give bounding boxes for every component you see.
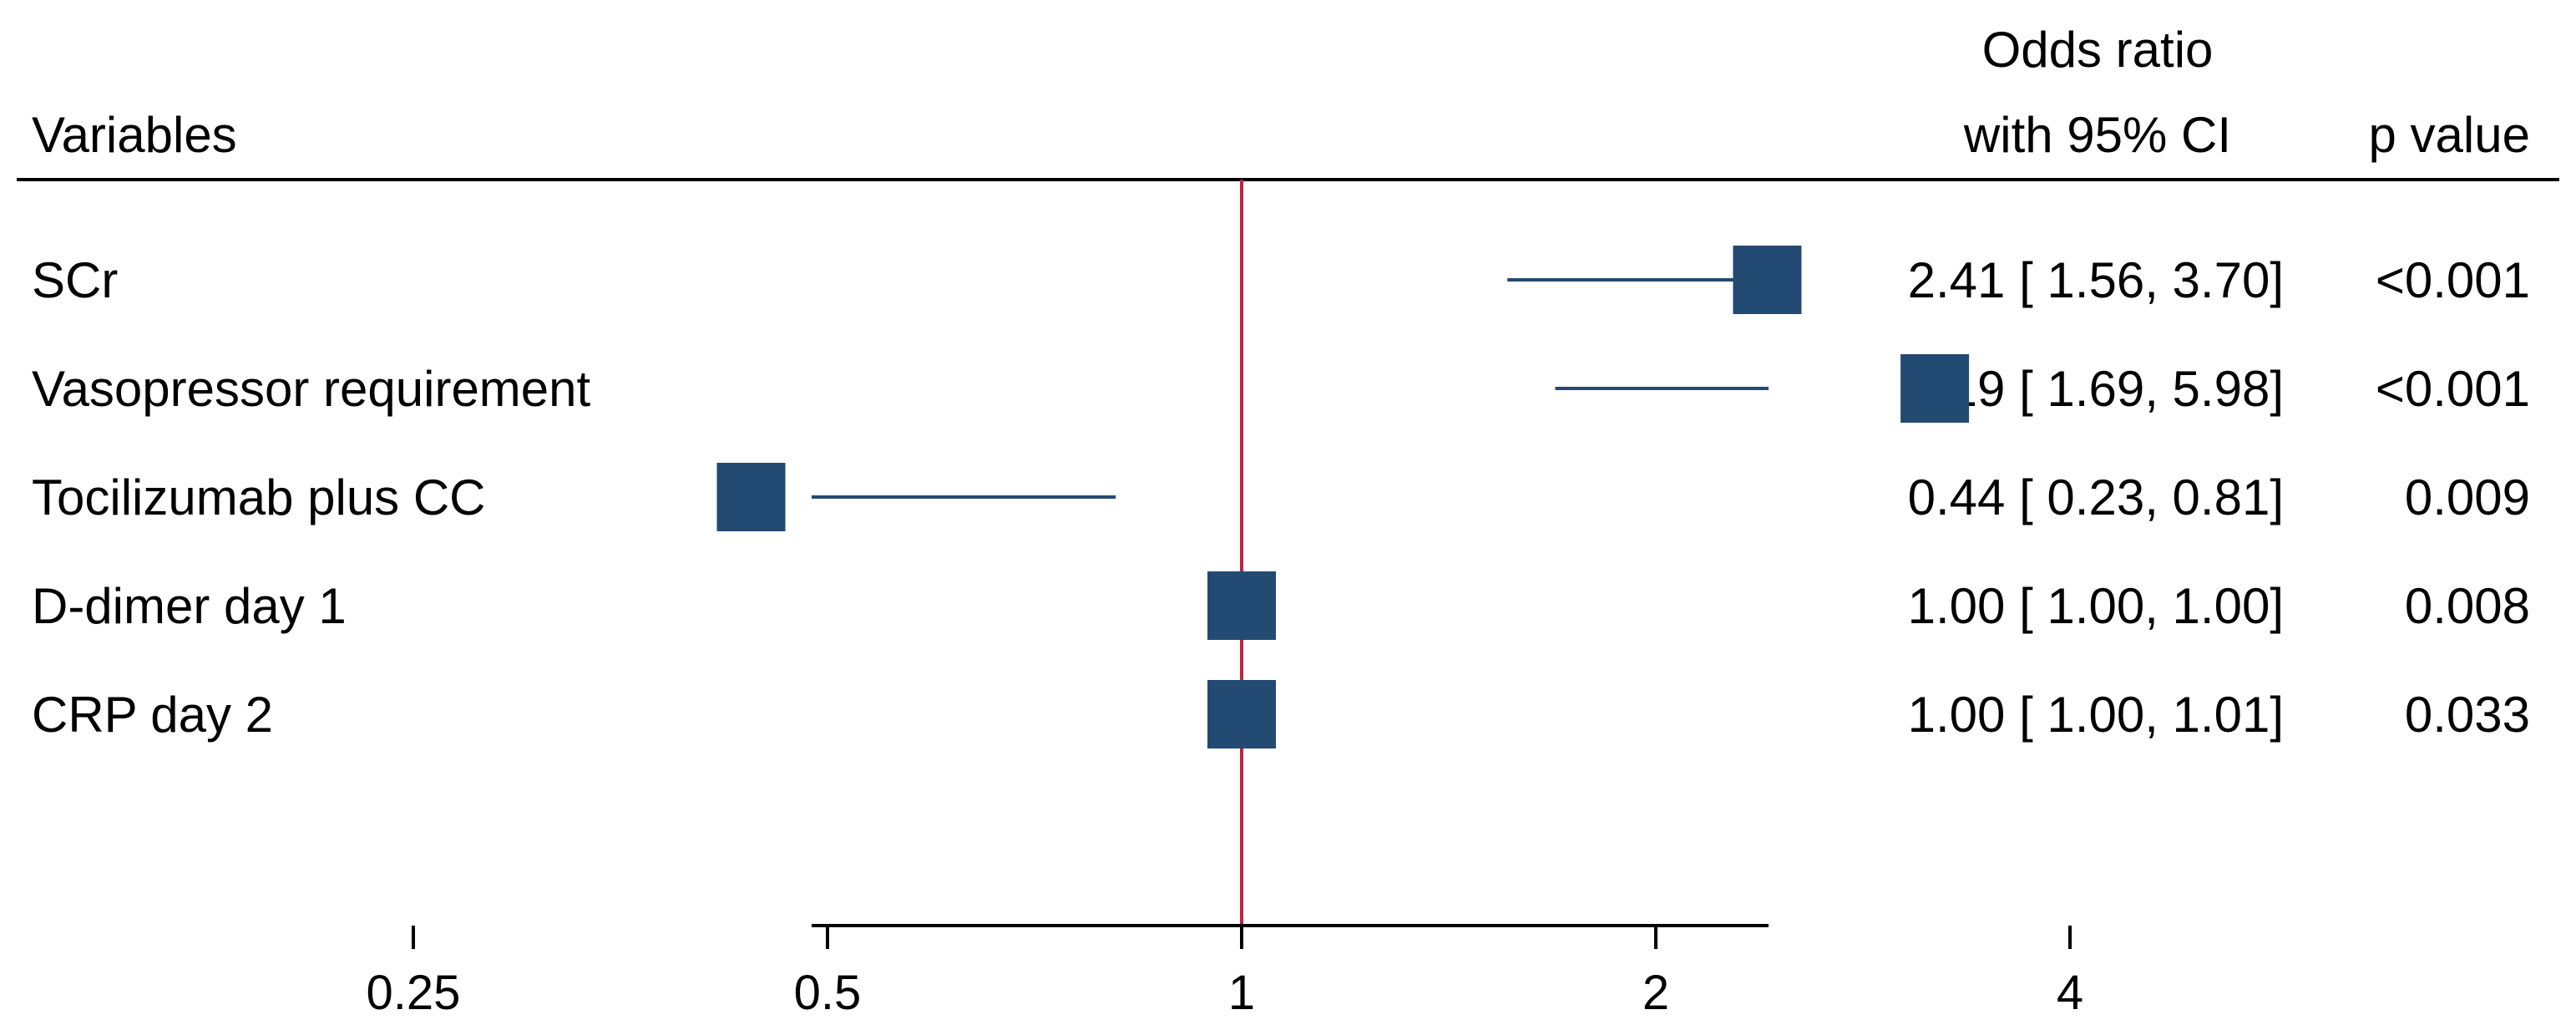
point-estimate-marker — [1207, 571, 1276, 640]
row-p-value: <0.001 — [2376, 252, 2530, 308]
row-odds-ratio-ci: 2.41 [ 1.56, 3.70] — [1908, 252, 2284, 308]
point-estimate-marker — [716, 463, 786, 531]
row-p-value: 0.033 — [2405, 687, 2530, 743]
row-odds-ratio-ci: 1.00 [ 1.00, 1.00] — [1908, 578, 2284, 634]
row-odds-ratio-ci: 0.44 [ 0.23, 0.81] — [1908, 469, 2284, 525]
row-variable: CRP day 2 — [32, 687, 273, 743]
x-tick-label: 2 — [1642, 966, 1669, 1020]
table-row: Tocilizumab plus CC 0.44 [ 0.23, 0.81] 0.0… — [32, 469, 2530, 525]
x-tick-label: 1 — [1228, 966, 1255, 1020]
row-odds-ratio-ci: 3.19 [ 1.69, 5.98] — [1908, 361, 2284, 417]
x-tick-label: 0.5 — [794, 966, 862, 1020]
row-variable: D-dimer day 1 — [32, 578, 347, 634]
point-estimate-marker — [1207, 680, 1276, 748]
row-p-value: 0.008 — [2405, 578, 2530, 634]
row-variable: Tocilizumab plus CC — [32, 469, 486, 525]
point-estimate-marker — [1900, 354, 1970, 423]
x-tick-label: 0.25 — [367, 966, 461, 1020]
header-odds-ratio: Odds ratio — [1982, 22, 2214, 78]
row-odds-ratio-ci: 1.00 [ 1.00, 1.01] — [1908, 687, 2284, 743]
header-variables: Variables — [32, 107, 237, 163]
table-row: D-dimer day 1 1.00 [ 1.00, 1.00] 0.008 — [32, 578, 2530, 634]
table-row: CRP day 2 1.00 [ 1.00, 1.01] 0.033 — [32, 687, 2530, 743]
row-variable: Vasopressor requirement — [32, 361, 591, 417]
row-p-value: 0.009 — [2405, 469, 2530, 525]
x-tick-label: 4 — [2057, 966, 2083, 1020]
table-row: Vasopressor requirement 3.19 [ 1.69, 5.98… — [32, 361, 2530, 417]
header-p-value: p value — [2369, 107, 2530, 163]
header-ci: with 95% CI — [1963, 107, 2231, 163]
row-variable: SCr — [32, 252, 118, 308]
table-row: SCr 2.41 [ 1.56, 3.70] <0.001 — [32, 252, 2530, 308]
plot-area: 0.25 0.5 1 2 4 — [367, 180, 2083, 1020]
point-estimate-marker — [1733, 246, 1802, 314]
row-p-value: <0.001 — [2376, 361, 2530, 417]
